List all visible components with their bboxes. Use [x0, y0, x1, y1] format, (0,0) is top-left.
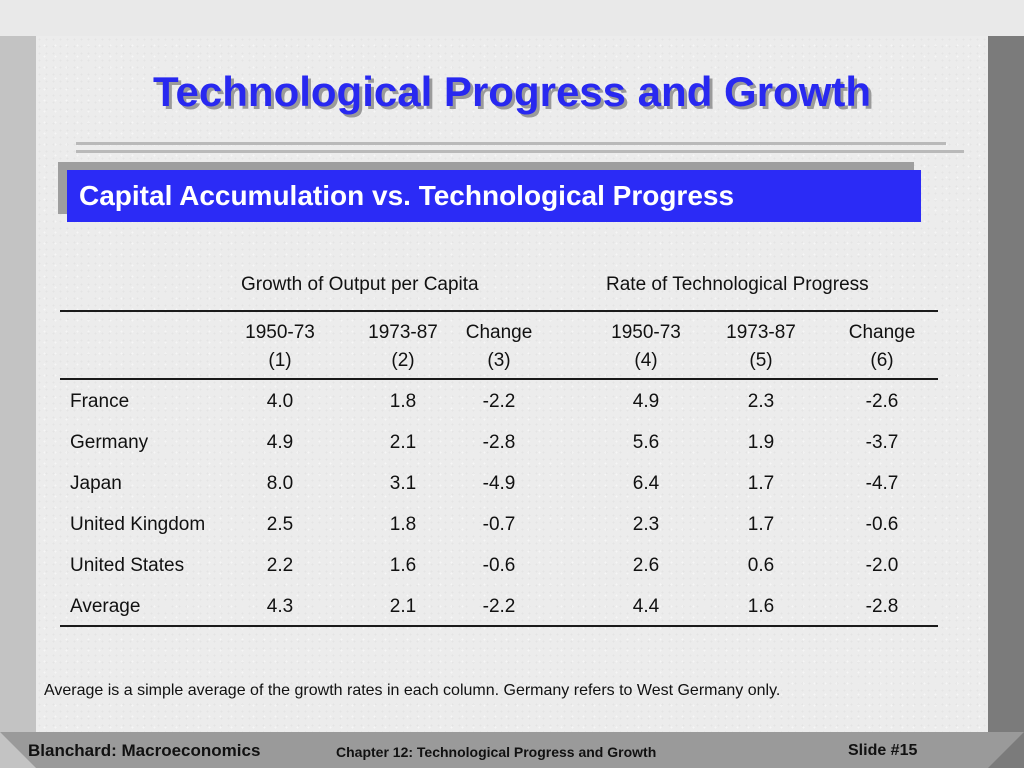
- table-cell: 1.6: [389, 555, 417, 576]
- table-cell: 4.3: [266, 596, 294, 617]
- table-cell: 3.1: [389, 473, 417, 494]
- table-cell: 2.1: [389, 596, 417, 617]
- decorative-line: [76, 150, 964, 153]
- footer-chapter: Chapter 12: Technological Progress and G…: [336, 744, 657, 760]
- table-cell: 8.0: [266, 473, 294, 494]
- table-cell: -4.9: [482, 473, 516, 494]
- table-cell: 2.3: [747, 391, 775, 412]
- table-cell: 4.9: [266, 432, 294, 453]
- table-cell: 4.0: [266, 391, 294, 412]
- table-cell: 0.6: [747, 555, 775, 576]
- table-cell: -2.2: [482, 391, 516, 412]
- table-cell: 2.2: [266, 555, 294, 576]
- row-label-country: United States: [70, 555, 185, 576]
- table-cell: -0.6: [482, 555, 516, 576]
- row-label-country: Average: [70, 596, 141, 617]
- table-cell: 5.6: [632, 432, 660, 453]
- slide-title: Technological Progress and Growth: [153, 68, 871, 115]
- table-cell: -2.0: [865, 555, 899, 576]
- footer-book-title: Blanchard: Macroeconomics: [28, 741, 261, 760]
- table-cell: 1.9: [747, 432, 775, 453]
- table-cell: -0.7: [482, 514, 516, 535]
- table-cell: 2.6: [632, 555, 660, 576]
- table-cell: 1.8: [389, 514, 417, 535]
- table-cell: 2.3: [632, 514, 660, 535]
- group-header-tech: Rate of Technological Progress: [606, 274, 869, 295]
- table-rule-bottom: [60, 625, 938, 627]
- table-cell: 1.6: [747, 596, 775, 617]
- row-label-country: Germany: [70, 432, 149, 453]
- column-header-index: (5): [749, 350, 773, 371]
- table-cell: -4.7: [865, 473, 899, 494]
- column-header-period: Change: [848, 322, 916, 343]
- table-cell: 1.8: [389, 391, 417, 412]
- table-cell: 4.9: [632, 391, 660, 412]
- table-cell: -2.8: [482, 432, 516, 453]
- row-label-country: United Kingdom: [70, 514, 206, 535]
- group-header-output: Growth of Output per Capita: [241, 274, 479, 295]
- slide-subtitle: Capital Accumulation vs. Technological P…: [67, 170, 921, 222]
- table-cell: -3.7: [865, 432, 899, 453]
- table-footnote: Average is a simple average of the growt…: [44, 682, 781, 699]
- column-header-index: (4): [634, 350, 658, 371]
- table-cell: -2.6: [865, 391, 899, 412]
- decorative-line: [76, 142, 946, 145]
- table-cell: 1.7: [747, 473, 775, 494]
- column-header-period: 1973-87: [726, 322, 796, 343]
- column-header-period: 1950-73: [245, 322, 315, 343]
- row-label-country: France: [70, 391, 130, 412]
- slide-canvas: Technological Progress and Growth Capita…: [36, 36, 988, 732]
- table-cell: -2.8: [865, 596, 899, 617]
- column-header-index: (1): [268, 350, 292, 371]
- column-header-index: (2): [391, 350, 415, 371]
- table-cell: 4.4: [632, 596, 660, 617]
- table-rule-header: [60, 378, 938, 380]
- column-header-index: (3): [487, 350, 511, 371]
- table-cell: 2.5: [266, 514, 294, 535]
- column-header-index: (6): [870, 350, 894, 371]
- table-cell: 2.1: [389, 432, 417, 453]
- footer-slide-number: Slide #15: [848, 742, 918, 759]
- table-cell: 1.7: [747, 514, 775, 535]
- table-cell: -2.2: [482, 596, 516, 617]
- row-label-country: Japan: [70, 473, 122, 494]
- table-cell: -0.6: [865, 514, 899, 535]
- column-header-period: 1973-87: [368, 322, 438, 343]
- table-rule-top: [60, 310, 938, 312]
- table-cell: 6.4: [632, 473, 660, 494]
- column-header-period: Change: [465, 322, 533, 343]
- column-header-period: 1950-73: [611, 322, 681, 343]
